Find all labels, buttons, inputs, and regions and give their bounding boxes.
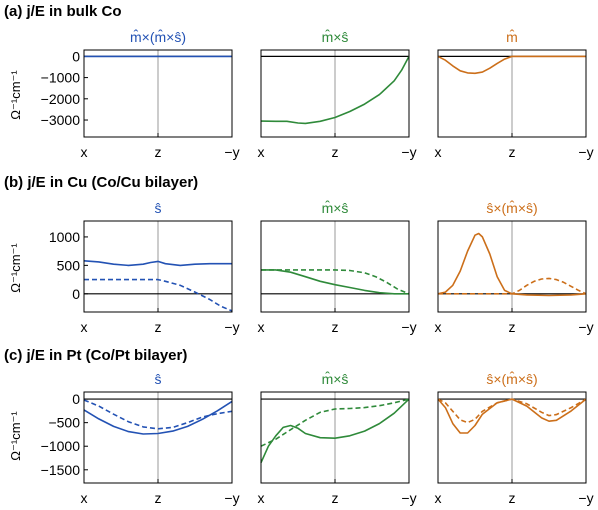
x-tick-label: −y	[578, 319, 593, 335]
panel-title: m̂	[506, 29, 518, 45]
panel-title: m̂×ŝ	[322, 29, 349, 45]
y-axis-label: Ω⁻¹cm⁻¹	[8, 411, 23, 461]
series-line-solid	[260, 398, 410, 464]
series-line-solid	[261, 269, 409, 295]
panel-title: ŝ×(m̂×ŝ)	[486, 371, 537, 387]
x-tick-label: −y	[224, 319, 239, 335]
x-tick-label: −y	[401, 319, 416, 335]
x-tick-label: z	[155, 319, 162, 335]
panel-title: m̂×ŝ	[322, 371, 349, 387]
panel-title: ŝ	[155, 200, 162, 216]
row-title: (a) j/E in bulk Co	[4, 3, 122, 20]
x-tick-label: z	[155, 490, 162, 506]
x-tick-label: −y	[224, 144, 239, 160]
x-tick-label: z	[332, 490, 339, 506]
series-line-solid	[260, 56, 410, 125]
x-tick-label: z	[332, 144, 339, 160]
y-tick-label: 1000	[49, 229, 80, 245]
x-tick-label: −y	[224, 490, 239, 506]
x-tick-label: x	[81, 490, 88, 506]
series-line-solid	[83, 260, 232, 267]
x-tick-label: x	[81, 144, 88, 160]
series-line-dashed	[83, 399, 233, 430]
panel-title: m̂×ŝ	[322, 200, 349, 216]
x-tick-label: z	[509, 319, 516, 335]
y-tick-label: −1500	[41, 462, 81, 478]
series-line-dashed	[437, 398, 587, 424]
y-tick-label: 500	[57, 257, 81, 273]
y-tick-label: −1000	[41, 438, 81, 454]
row-title: (c) j/E in Pt (Co/Pt bilayer)	[4, 347, 187, 364]
x-tick-label: x	[258, 319, 265, 335]
x-tick-label: x	[81, 319, 88, 335]
series-line-dashed	[438, 277, 587, 295]
x-tick-label: x	[258, 144, 265, 160]
y-tick-label: 0	[72, 391, 80, 407]
x-tick-label: x	[435, 490, 442, 506]
y-tick-label: −3000	[41, 112, 81, 128]
y-axis-label: Ω⁻¹cm⁻¹	[8, 243, 23, 293]
series-line-solid	[437, 55, 586, 75]
y-tick-label: 0	[72, 286, 80, 302]
x-tick-label: −y	[401, 144, 416, 160]
y-tick-label: −1000	[41, 70, 81, 86]
series-line-dashed	[261, 269, 410, 295]
panel-title: ŝ×(m̂×ŝ)	[486, 200, 537, 216]
x-tick-label: −y	[578, 490, 593, 506]
x-tick-label: z	[332, 319, 339, 335]
y-tick-label: −500	[48, 415, 80, 431]
panel-title: ŝ	[155, 371, 162, 387]
row-title: (b) j/E in Cu (Co/Cu bilayer)	[4, 174, 198, 191]
y-tick-label: −2000	[41, 91, 81, 107]
x-tick-label: z	[509, 490, 516, 506]
panel-title: m̂×(m̂×ŝ)	[130, 29, 186, 45]
x-tick-label: −y	[401, 490, 416, 506]
x-tick-label: x	[435, 144, 442, 160]
series-line-dashed	[260, 398, 410, 447]
series-line-dashed	[84, 278, 233, 312]
x-tick-label: x	[435, 319, 442, 335]
x-tick-label: x	[258, 490, 265, 506]
x-tick-label: z	[155, 144, 162, 160]
y-axis-label: Ω⁻¹cm⁻¹	[8, 70, 23, 120]
y-tick-label: 0	[72, 48, 80, 64]
series-line-solid	[437, 232, 587, 297]
x-tick-label: z	[509, 144, 516, 160]
x-tick-label: −y	[578, 144, 593, 160]
